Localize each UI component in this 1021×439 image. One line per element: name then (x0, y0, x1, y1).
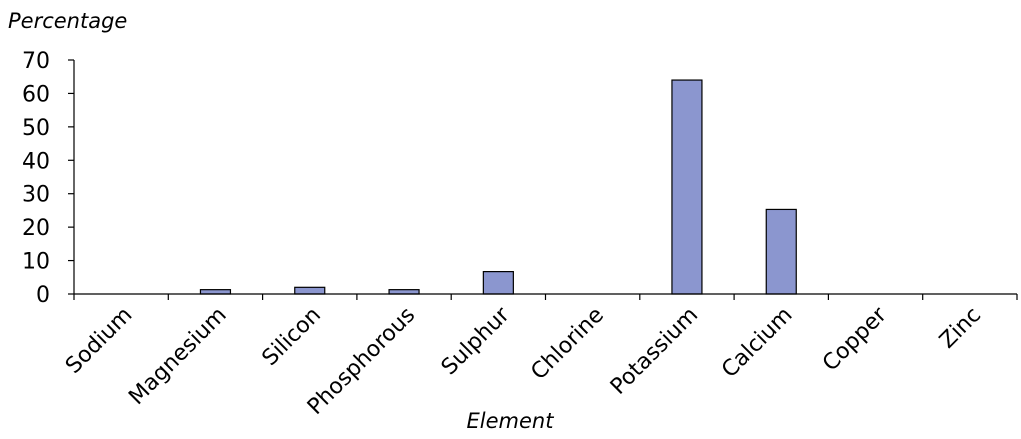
bar-phosphorous (388, 289, 420, 295)
x-tick-label-copper: Copper (818, 302, 892, 376)
x-tick-label-potassium: Potassium (606, 303, 703, 400)
bar-magnesium (199, 289, 232, 295)
y-tick-label: 20 (22, 216, 50, 241)
y-tick-label: 30 (22, 183, 50, 208)
x-tick-label-calcium: Calcium (717, 303, 797, 383)
x-tick-label-sodium: Sodium (61, 303, 137, 379)
bar-silicon (294, 286, 326, 295)
y-axis: 0 10 20 30 40 50 60 70 (22, 49, 74, 308)
bar-potassium (671, 79, 703, 295)
y-tick-label: 60 (22, 82, 50, 107)
y-tick-label: 70 (22, 49, 50, 74)
x-tick-label-sulphur: Sulphur (437, 302, 515, 380)
y-tick-label: 10 (22, 250, 50, 275)
y-tick-label: 50 (22, 116, 50, 141)
y-axis-label: Percentage (8, 9, 127, 33)
x-tick-label-magnesium: Magnesium (124, 303, 231, 410)
x-tick-label-zinc: Zinc (935, 303, 986, 354)
bar-sulphur (482, 271, 514, 295)
x-tick-label-chlorine: Chlorine (527, 303, 609, 385)
x-axis-label: Element (467, 409, 555, 433)
bar-calcium (765, 208, 797, 295)
x-tick-label-silicon: Silicon (258, 303, 326, 371)
y-tick-label: 0 (36, 283, 50, 308)
y-tick-label: 40 (22, 149, 50, 174)
bars (199, 79, 797, 295)
